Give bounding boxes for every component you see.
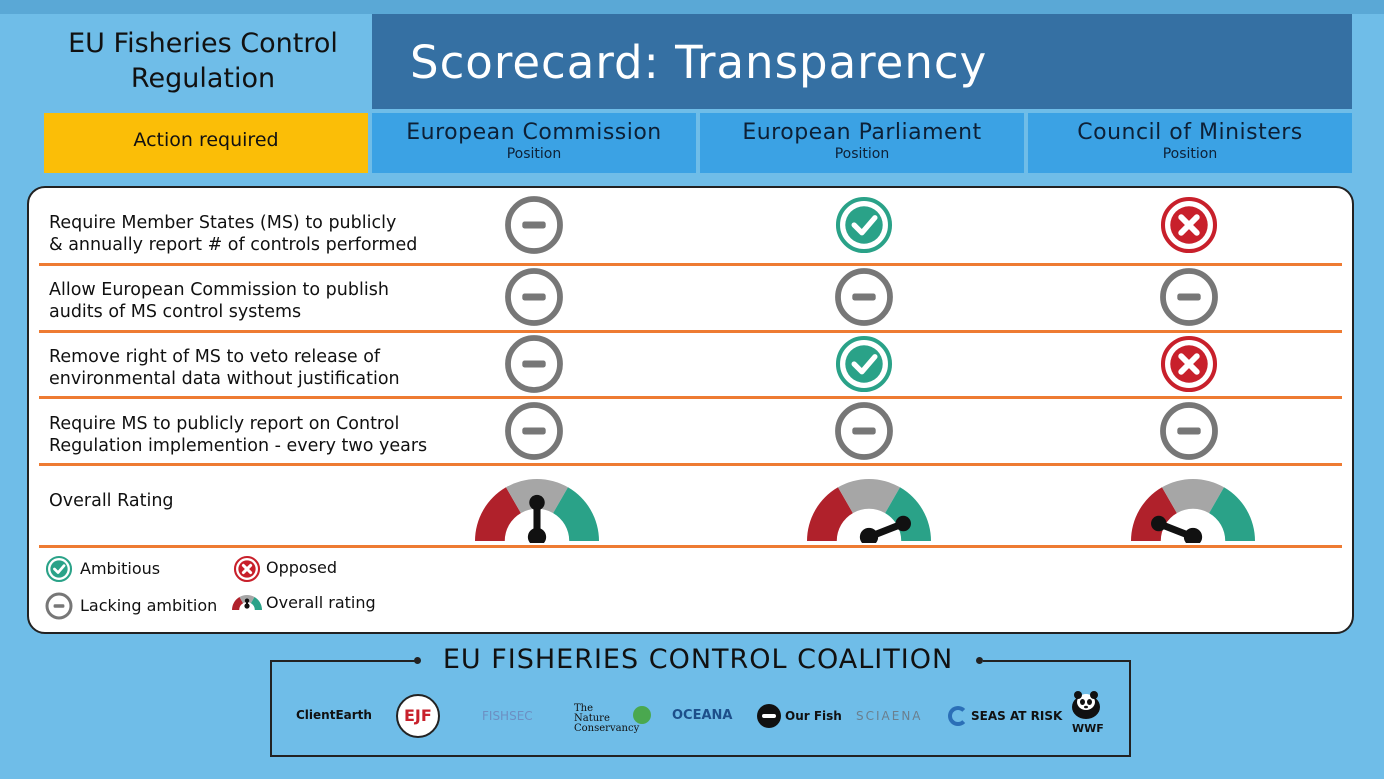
legend-overall: Overall rating (266, 593, 376, 612)
title-bar: Scorecard: Transparency (372, 14, 1352, 109)
council-overall-gauge (1129, 473, 1257, 547)
row-4-parliament-lacking-minus-icon (835, 402, 893, 460)
legend-opposed: Opposed (266, 558, 338, 577)
seas-at-risk-wave-icon (948, 706, 968, 726)
legend-ambitious: Ambitious (80, 559, 161, 578)
row-4-council-lacking-minus-icon (1160, 402, 1218, 460)
row-1-label: Require Member States (MS) to publicly &… (49, 213, 418, 255)
row-2-parliament-lacking-minus-icon (835, 268, 893, 326)
action-required-header: Action required (44, 113, 368, 173)
ambitious-check-icon (44, 554, 74, 584)
coalition-rule-right (983, 660, 1129, 662)
row-divider (39, 463, 1342, 466)
oceana-logo: OCEANA (672, 708, 733, 723)
sciaena-logo: SCIAENA (856, 709, 923, 723)
page-title: Scorecard: Transparency (410, 36, 988, 89)
row-3-parliament-ambitious-check-icon (835, 335, 893, 393)
wwf-logo: WWF (1072, 722, 1104, 735)
scorecard-panel: Require Member States (MS) to publicly &… (27, 186, 1354, 634)
row-4-label: Require MS to publicly report on Control… (49, 414, 428, 456)
parliament-overall-gauge (805, 473, 933, 547)
commission-header: European Commission Position (372, 113, 696, 173)
row-3-commission-lacking-minus-icon (505, 335, 563, 393)
fishsec-logo: FISHSEC (482, 709, 533, 723)
row-2-label: Allow European Commission to publish aud… (49, 280, 389, 322)
coalition-title: EU FISHERIES CONTROL COALITION (442, 644, 954, 675)
coalition-dot-right (976, 657, 983, 664)
row-2-council-lacking-minus-icon (1160, 268, 1218, 326)
row-divider (39, 396, 1342, 399)
ourfish-logo: Our Fish (785, 709, 842, 723)
top-strip (0, 0, 1384, 14)
row-divider (39, 330, 1342, 333)
ejf-logo-mark: EJF (396, 694, 440, 738)
gauge-icon (230, 592, 264, 612)
seas-at-risk-logo: SEAS AT RISK (971, 709, 1063, 723)
commission-overall-gauge (473, 473, 601, 547)
nature-conservancy-leaf-icon (633, 706, 651, 724)
regulation-title: EU Fisheries Control Regulation (68, 28, 338, 94)
ejf-logo: EJF (404, 706, 432, 725)
coalition-dot-left (414, 657, 421, 664)
overall-rating-label: Overall Rating (49, 491, 174, 511)
council-header: Council of Ministers Position (1028, 113, 1352, 173)
row-4-commission-lacking-minus-icon (505, 402, 563, 460)
row-divider (39, 263, 1342, 266)
row-3-label: Remove right of MS to veto release of en… (49, 347, 400, 389)
row-divider (39, 545, 1342, 548)
row-2-commission-lacking-minus-icon (505, 268, 563, 326)
parliament-header: European Parliament Position (700, 113, 1024, 173)
row-3-council-opposed-cross-icon (1160, 335, 1218, 393)
row-1-parliament-ambitious-check-icon (835, 196, 893, 254)
nature-conservancy-logo: The Nature Conservancy (574, 703, 640, 734)
ourfish-fish-icon (757, 704, 781, 728)
lacking-minus-icon (44, 591, 74, 621)
wwf-panda-icon (1070, 690, 1102, 720)
row-1-council-opposed-cross-icon (1160, 196, 1218, 254)
clientearth-logo: ClientEarth (296, 708, 372, 722)
coalition-rule-left (270, 660, 420, 662)
row-1-commission-lacking-minus-icon (505, 196, 563, 254)
coalition-box (270, 660, 1131, 757)
legend-lacking: Lacking ambition (80, 596, 218, 615)
opposed-cross-icon (232, 554, 262, 584)
